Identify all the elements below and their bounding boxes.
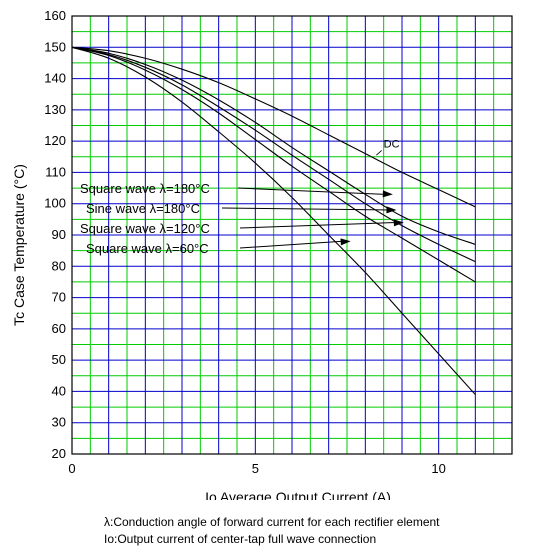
x-tick-label: 0 bbox=[68, 461, 75, 476]
y-tick-label: 60 bbox=[52, 321, 66, 336]
y-tick-label: 50 bbox=[52, 352, 66, 367]
y-tick-label: 30 bbox=[52, 415, 66, 430]
x-tick-label: 5 bbox=[252, 461, 259, 476]
annotation-dc-leader bbox=[376, 150, 382, 156]
series-line bbox=[71, 46, 476, 245]
annotation-arrow-line bbox=[221, 207, 389, 211]
series-line bbox=[71, 46, 476, 208]
y-tick-label: 20 bbox=[52, 446, 66, 461]
annotation-arrow-line bbox=[237, 187, 385, 195]
grid bbox=[72, 16, 512, 454]
y-tick-label: 80 bbox=[52, 258, 66, 273]
annotation-arrowhead bbox=[382, 190, 393, 198]
annotation-arrowhead bbox=[393, 219, 404, 227]
y-tick-label: 110 bbox=[45, 164, 66, 179]
chart: 20 30 40 50 60 70 80 90 100 110 120 130 140 150 160 0 5 1… bbox=[11, 8, 513, 500]
plot-frame bbox=[71, 15, 513, 455]
y-tick-label: 150 bbox=[44, 39, 66, 54]
footnote-lambda: λ:Conduction angle of forward current fo… bbox=[104, 515, 440, 529]
annotations: DC Square wave λ=180°C Sine wave λ=180°C Sq… bbox=[80, 138, 404, 256]
x-tick-label: 10 bbox=[431, 461, 445, 476]
x-axis-label: Io Average Output Current (A) bbox=[205, 489, 391, 500]
y-tick-label: 130 bbox=[44, 102, 66, 117]
y-tick-label: 100 bbox=[44, 196, 66, 211]
series-line bbox=[71, 46, 476, 283]
annotation-arrowhead bbox=[340, 238, 351, 246]
annotation-label: Square wave λ=120°C bbox=[80, 221, 210, 236]
y-tick-label: 40 bbox=[52, 383, 66, 398]
annotation-arrowhead bbox=[386, 206, 397, 214]
y-tick-label: 140 bbox=[44, 71, 66, 86]
y-tick-label: 70 bbox=[52, 290, 66, 305]
annotation-label: Square wave λ=180°C bbox=[80, 181, 210, 196]
annotation-label: Sine wave λ=180°C bbox=[86, 201, 200, 216]
y-tick-label: 90 bbox=[52, 227, 66, 242]
annotation-dc: DC bbox=[384, 138, 400, 150]
series-line bbox=[71, 46, 476, 395]
y-tick-label: 120 bbox=[44, 133, 66, 148]
annotation-arrow-line bbox=[239, 221, 396, 229]
series-line bbox=[71, 46, 476, 263]
footnote-io: Io:Output current of center-tap full wav… bbox=[104, 532, 377, 546]
y-axis-label: Tc Case Temperature (°C) bbox=[11, 164, 27, 326]
annotation-label: Square wave λ=60°C bbox=[86, 241, 209, 256]
ticks: 20 30 40 50 60 70 80 90 100 110 120 130 140 150 160 0 5 1… bbox=[44, 8, 446, 476]
y-tick-label: 160 bbox=[44, 8, 66, 23]
annotation-arrow-line bbox=[239, 240, 343, 249]
series-lines bbox=[71, 46, 476, 395]
